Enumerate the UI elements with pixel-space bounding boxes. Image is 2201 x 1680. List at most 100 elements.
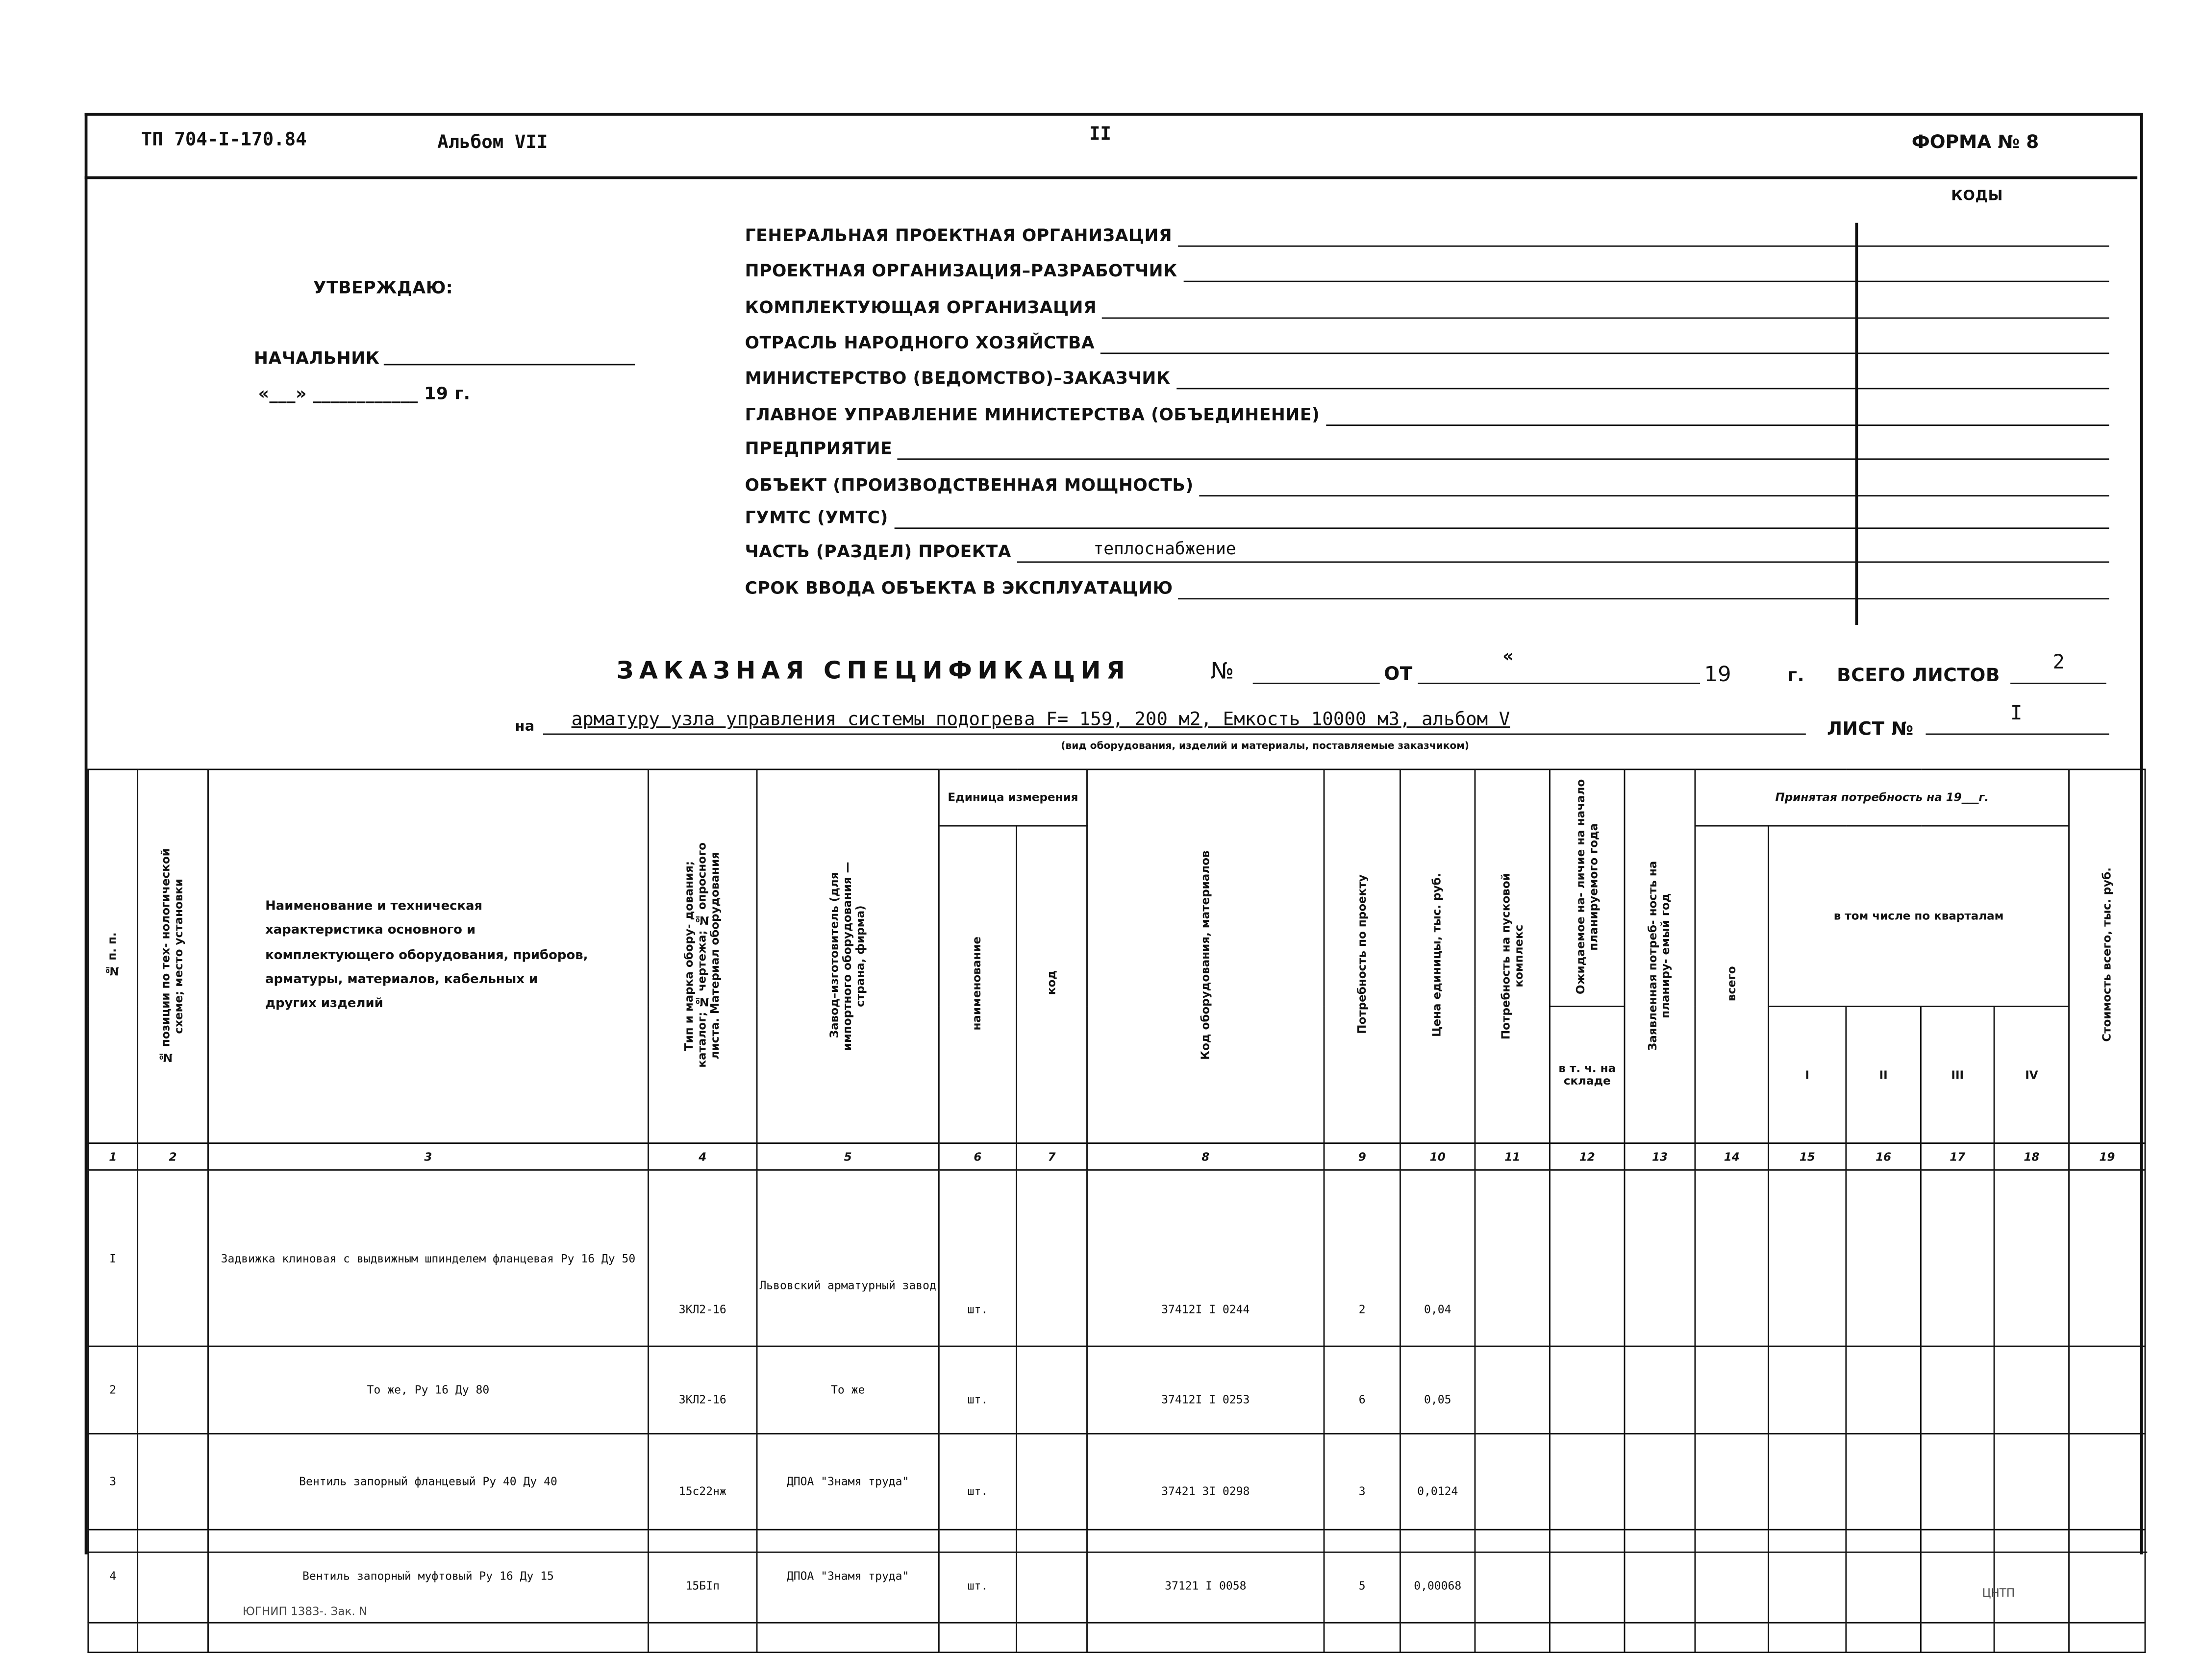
on-label: на [515,719,535,735]
cell-empty [1474,1169,1551,1348]
cell-empty [1920,1346,1995,1435]
org-field-line[interactable] [897,458,2109,460]
cell-empty [1624,1346,1696,1435]
cell-empty [1993,1529,2070,1624]
header-q2: II [1845,1006,1922,1144]
form-label: ФОРМА № 8 [1911,132,2039,154]
project-code: ТП 704-I-170.84 [141,129,307,151]
cell-empty [1624,1622,1696,1654]
cell-maker: То же [756,1346,940,1435]
cell-type: 15с22нж [648,1433,758,1531]
cell-name: Задвижка клиновая с выдвижным шпинделем … [207,1169,649,1348]
cell-empty [87,1622,139,1654]
org-field-label: ОБЪЕКТ (ПРОИЗВОДСТВЕННАЯ МОЩНОСТЬ) [745,475,1194,495]
cell-code: 37412I I 0244 [1086,1169,1325,1348]
cell-empty [1920,1622,1995,1654]
org-field-line[interactable] [1178,598,2109,600]
footer-right: ЦНТП [1982,1586,2015,1600]
cell-unit_code [1016,1169,1088,1348]
cell-empty [1086,1622,1325,1654]
cell-unit_code [1016,1529,1088,1624]
header-c6: наименование [938,825,1018,1144]
spec-subject[interactable]: арматуру узла управления системы подогре… [571,709,1510,731]
org-field-line[interactable] [1017,561,2109,563]
cell-empty [1768,1433,1847,1531]
header-unit: Единица измерения [938,768,1088,827]
column-number: 10 [1400,1142,1476,1171]
org-field-label: СРОК ВВОДА ОБЪЕКТА В ЭКСПЛУАТАЦИЮ [745,578,1173,598]
cell-empty [1323,1622,1401,1654]
column-number: 3 [207,1142,649,1171]
cell-empty [1694,1169,1770,1348]
header-c1: № п. п. [87,768,139,1144]
table-row: 3 Вентиль запорный фланцевый Ру 40 Ду 40 1… [87,1433,2146,1531]
approval-date: «___» ____________ 19 г. [258,383,471,404]
cell-empty [1474,1622,1551,1654]
org-field-line[interactable] [1183,280,2109,282]
chief-signature-line[interactable] [383,364,635,366]
header-c14: всего [1694,825,1770,1144]
cell-empty [1474,1433,1551,1531]
table-row: I Задвижка клиновая с выдвижным шпинделем… [87,1169,2146,1348]
org-field-line[interactable] [1101,317,2109,319]
cell-name: То же, Ру 16 Ду 80 [207,1346,649,1435]
codes-label: КОДЫ [1951,189,2003,205]
org-field-line[interactable] [1176,388,2109,390]
header-c5: Завод–изготовитель (для импортного обору… [756,768,940,1144]
cell-maker: Львовский арматурный завод [756,1169,940,1348]
header-c12: Ожидаемое на- личие на начало планируемо… [1549,768,1626,1008]
cell-qty: 5 [1323,1529,1401,1624]
cell-qty: 2 [1323,1169,1401,1348]
spec-subject-caption: (вид оборудования, изделий и материалы, … [1061,740,1469,752]
column-number: 11 [1474,1142,1551,1171]
cell-code: 37121 I 0058 [1086,1529,1325,1624]
cell-empty [137,1622,209,1654]
cell-empty [1993,1622,2070,1654]
cell-n: 3 [87,1433,139,1531]
year-label: 19 [1704,661,1731,687]
org-field-line[interactable] [894,527,2109,529]
cell-type: ЗКЛ2-16 [648,1169,758,1348]
cell-code: 37421 3I 0298 [1086,1433,1325,1531]
cell-price: 0,05 [1400,1346,1476,1435]
header-c3: Наименование и техническая характеристик… [207,768,649,1144]
cell-name: Вентиль запорный фланцевый Ру 40 Ду 40 [207,1433,649,1531]
org-field-line[interactable] [1100,352,2109,354]
cell-empty [1845,1529,1922,1624]
cell-type: 15БIп [648,1529,758,1624]
cell-empty [1768,1622,1847,1654]
org-field-label: КОМПЛЕКТУЮЩАЯ ОРГАНИЗАЦИЯ [745,297,1097,318]
sheet-no-line [1926,733,2109,735]
org-field-line[interactable] [1326,424,2109,426]
cell-empty [1549,1433,1626,1531]
header-c7: код [1016,825,1088,1144]
column-number: 7 [1016,1142,1088,1171]
spec-number-field[interactable] [1252,682,1380,684]
header-q1: I [1768,1006,1847,1144]
cell-price: 0,04 [1400,1169,1476,1348]
cell-empty [2068,1433,2146,1531]
total-sheets-line [2010,682,2106,684]
cell-empty [1993,1433,2070,1531]
column-number: 14 [1694,1142,1770,1171]
spec-date-field[interactable] [1418,682,1700,684]
header-q4: IV [1993,1006,2070,1144]
org-field-value[interactable]: теплоснабжение [1093,539,1236,559]
cell-empty [1920,1169,1995,1348]
org-field-line[interactable] [1199,495,2109,497]
table-bottom-line [87,1551,2148,1553]
column-number: 9 [1323,1142,1401,1171]
column-number: 18 [1993,1142,2070,1171]
cell-type: ЗКЛ2-16 [648,1346,758,1435]
album-label: Альбом VII [437,132,548,154]
cell-empty [1993,1346,2070,1435]
header-c19: Стоимость всего, тыс. руб. [2068,768,2146,1144]
cell-price: 0,00068 [1400,1529,1476,1624]
org-field-label: МИНИСТЕРСТВО (ВЕДОМСТВО)–ЗАКАЗЧИК [745,368,1171,388]
cell-unit_code [1016,1346,1088,1435]
cell-unit: шт. [938,1346,1018,1435]
cell-empty [1624,1529,1696,1624]
org-field-line[interactable] [1178,245,2109,247]
header-c11: Потребность на пусковой комплекс [1474,768,1551,1144]
column-number: 2 [137,1142,209,1171]
